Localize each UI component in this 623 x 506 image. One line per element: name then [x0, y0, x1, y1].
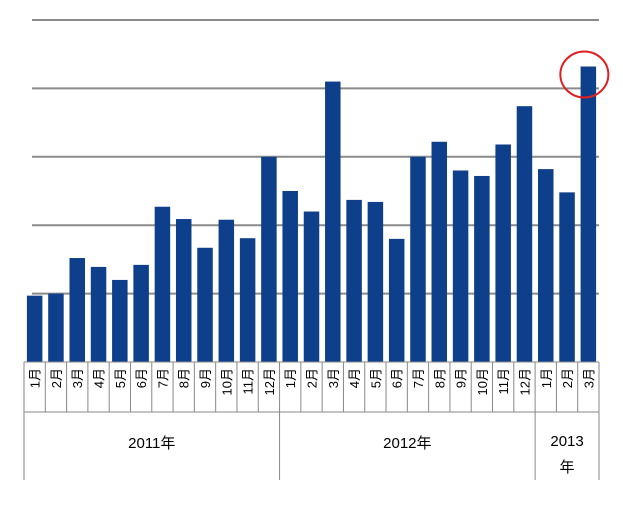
bar [495, 144, 511, 362]
bar [516, 106, 533, 363]
bar [133, 264, 149, 362]
year-label-suffix: 年 [560, 459, 575, 476]
bars [26, 66, 597, 363]
bar [303, 211, 320, 362]
bar [410, 156, 426, 362]
bar [112, 279, 128, 362]
month-tick-label: 2月 [560, 368, 575, 388]
month-tick-label: 11月 [241, 368, 256, 395]
month-tick-label: 7月 [155, 368, 170, 388]
bar [48, 293, 64, 362]
bar [282, 191, 298, 362]
bar [325, 81, 341, 362]
month-tick-label: 11月 [496, 368, 511, 395]
bar [69, 258, 85, 362]
bar [346, 199, 362, 362]
month-tick-label: 4月 [347, 368, 362, 388]
bar [388, 238, 405, 362]
x-axis [23, 361, 600, 480]
bar [197, 247, 213, 362]
month-tick-label: 12月 [262, 368, 277, 395]
month-labels: 1月 2月 3月 4月 5月 6月 7月 8月 9月 10月 11月 12月 1月 2月 3月 4月 5月 6月 7… [28, 368, 597, 395]
month-tick-label: 1月 [28, 368, 43, 388]
bar [431, 141, 448, 362]
month-tick-label: 9月 [454, 368, 469, 388]
month-tick-label: 8月 [432, 368, 447, 388]
bar [367, 201, 384, 362]
bar [452, 170, 469, 362]
bar [90, 266, 107, 362]
bar [239, 238, 256, 362]
year-labels: 2011年 2012年 2013 年 [128, 433, 584, 476]
year-label: 2011年 [128, 435, 175, 452]
month-tick-label: 7月 [411, 368, 426, 388]
month-tick-label: 8月 [177, 368, 192, 388]
month-tick-label: 1月 [539, 368, 554, 388]
bar [580, 66, 597, 363]
bar [218, 219, 235, 362]
month-tick-label: 3月 [581, 368, 596, 388]
bar [26, 295, 43, 362]
bar [538, 169, 554, 362]
bar [261, 156, 277, 362]
month-tick-label: 1月 [283, 368, 298, 388]
month-tick-label: 3月 [70, 368, 85, 388]
month-tick-label: 9月 [198, 368, 213, 388]
month-tick-label: 10月 [475, 368, 490, 395]
bar [175, 219, 192, 362]
month-tick-label: 10月 [219, 368, 234, 395]
year-label: 2012年 [383, 435, 431, 452]
month-tick-label: 6月 [134, 368, 149, 388]
month-tick-label: 12月 [517, 368, 532, 395]
month-tick-label: 4月 [92, 368, 107, 388]
month-tick-label: 2月 [305, 368, 320, 388]
month-tick-label: 3月 [326, 368, 341, 388]
month-tick-label: 6月 [390, 368, 405, 388]
month-tick-label: 5月 [113, 368, 128, 388]
bar [474, 175, 490, 362]
highlight-circle [559, 50, 610, 99]
bar [559, 192, 575, 362]
month-tick-label: 2月 [49, 368, 64, 388]
month-tick-label: 5月 [368, 368, 383, 388]
year-label: 2013 [550, 433, 583, 450]
bar [154, 206, 171, 362]
